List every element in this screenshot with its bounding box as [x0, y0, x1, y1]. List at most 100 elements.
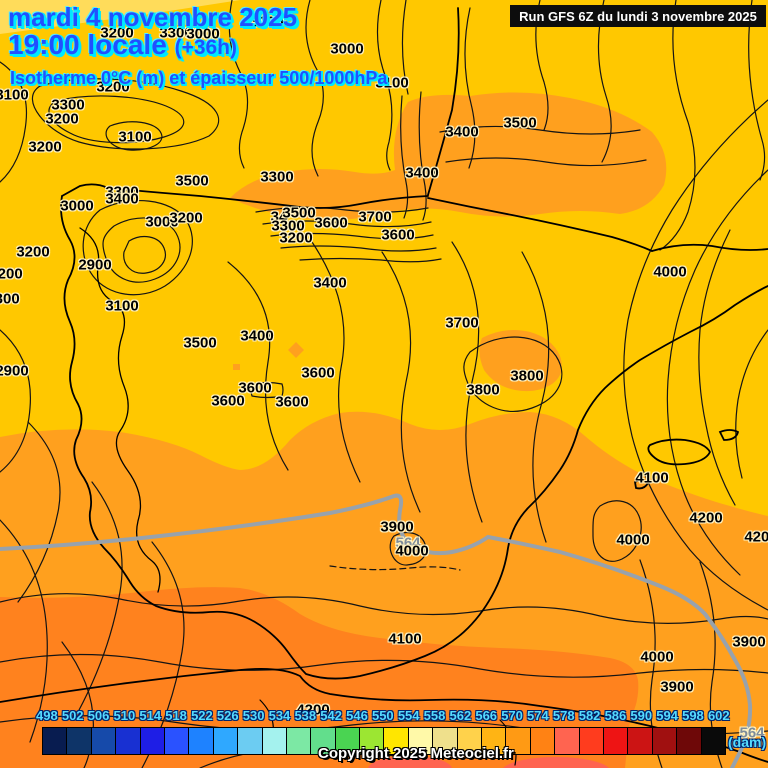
- fill-salmon-blob-2: [502, 757, 610, 768]
- isotherm-contour-label: 3700: [358, 208, 392, 226]
- isotherm-contour-label: 3200: [279, 229, 313, 247]
- scale-tick-value: 550: [371, 708, 394, 723]
- isotherm-contour-label: 4000: [640, 648, 674, 666]
- isotherm-contour-label: 3600: [275, 393, 309, 411]
- isotherm-contour-label: 3000: [145, 213, 179, 231]
- scale-swatch: [91, 728, 117, 754]
- scale-tick-value: 510: [113, 708, 136, 723]
- isotherm-contour-label: 3600: [238, 379, 272, 397]
- scale-swatch: [140, 728, 165, 754]
- scale-tick-value: 506: [87, 708, 110, 723]
- scale-tick-value: 530: [242, 708, 265, 723]
- isotherm-contour-label: 3600: [314, 214, 348, 232]
- isotherm-contour-label: 3900: [732, 633, 766, 651]
- iberia-north-coast: [61, 183, 429, 209]
- pyrenees-border: [427, 197, 653, 252]
- gray-564-thickness-line: [0, 493, 753, 768]
- isotherm-contour-label: 3100: [0, 86, 29, 104]
- scale-value-row: 498 502 506 510 514 518 522 526 530 534 538 542 546 5…: [36, 708, 730, 723]
- isotherm-contour-label: 3500: [183, 334, 217, 352]
- scale-tick-value: 526: [216, 708, 239, 723]
- scale-tick-value: 598: [682, 708, 704, 723]
- scale-swatch: [384, 728, 409, 754]
- menorca-island: [718, 429, 740, 441]
- scale-swatch: [701, 728, 725, 754]
- run-info-box: Run GFS 6Z du lundi 3 novembre 2025: [510, 5, 766, 27]
- scale-swatch: [555, 728, 580, 754]
- isotherm-contour-label: 3300: [159, 24, 193, 42]
- scale-tick-value: 594: [656, 708, 678, 723]
- isotherm-contour-label: 3900: [660, 678, 694, 696]
- scale-swatch: [213, 728, 239, 754]
- thickness-contour-label: 564: [395, 534, 421, 552]
- isotherm-contour-label: 3400: [445, 123, 479, 141]
- isotherm-contour-label: 3100: [375, 74, 409, 92]
- isotherm-contour-label: 3100: [250, 13, 284, 31]
- title-block: mardi 4 novembre 2025 19:00 locale (+36h…: [8, 4, 297, 59]
- scale-tick-value: 534: [268, 708, 291, 723]
- isotherm-contour-label: 3400: [240, 327, 274, 345]
- scale-swatch: [262, 728, 287, 754]
- isotherm-contour-label: 3200: [169, 209, 203, 227]
- scale-swatch: [335, 728, 361, 754]
- isotherm-contour-label: 3600: [381, 226, 415, 244]
- isotherm-contour-label: 3700: [445, 314, 479, 332]
- scale-swatch: [579, 728, 604, 754]
- portugal-spain-border: [79, 227, 161, 593]
- scale-swatch: [530, 728, 556, 754]
- scale-tick-value: 602: [707, 708, 730, 723]
- scale-tick-value: 554: [397, 708, 420, 723]
- scale-tick-value: 586: [604, 708, 627, 723]
- forecast-date: mardi 4 novembre 2025: [8, 2, 298, 32]
- isotherm-contour-label: 4000: [616, 531, 650, 549]
- scale-tick-value: 514: [139, 708, 162, 723]
- scale-swatch: [628, 728, 653, 754]
- scale-tick-value: 522: [191, 708, 213, 723]
- isotherm-contour-label: 4100: [635, 469, 669, 487]
- scale-tick-value: 574: [527, 708, 549, 723]
- isotherm-contour-label: 4200: [296, 701, 330, 719]
- isotherm-contour-label: 4200: [689, 509, 723, 527]
- scale-swatch: [433, 728, 458, 754]
- thickness-contour-label: 564: [739, 724, 765, 742]
- isotherm-contour-label: 3400: [405, 164, 439, 182]
- scale-tick-value: 558: [423, 708, 446, 723]
- scale-swatch: [457, 728, 483, 754]
- isotherm-contour-label: 3200: [45, 110, 79, 128]
- france-atlantic-coast: [427, 7, 460, 196]
- mallorca-island: [647, 438, 712, 466]
- scale-swatch: [43, 728, 68, 754]
- scale-swatch: [238, 728, 263, 754]
- isotherm-contour-label: 3200: [100, 24, 134, 42]
- isotherm-contour-label: 3300: [0, 290, 20, 308]
- isotherm-contour-label: 3200: [28, 138, 62, 156]
- scale-swatch: [652, 728, 678, 754]
- isotherm-contour-label: 2900: [78, 256, 112, 274]
- scale-swatch: [286, 728, 312, 754]
- scale-tick-value: 546: [346, 708, 368, 723]
- isotherm-contour-label: 3300: [105, 183, 139, 201]
- isotherm-contour-label: 3800: [466, 381, 500, 399]
- isotherm-contour-label: 3300: [260, 168, 294, 186]
- scale-tick-value: 538: [294, 708, 317, 723]
- scale-swatch: [164, 728, 190, 754]
- isotherm-contour-label: 4000: [395, 542, 429, 560]
- forecast-time-text: 19:00 locale: [8, 28, 167, 60]
- forecast-offset: (+36h): [174, 35, 237, 59]
- scale-swatch: [408, 728, 434, 754]
- scale-swatch: [311, 728, 336, 754]
- scale-swatch: [506, 728, 531, 754]
- france-med-coast: [651, 243, 768, 252]
- iberia-west-south-east-coast: [60, 195, 768, 680]
- scale-swatch-bar: [42, 727, 726, 755]
- isotherm-contour-label: 3200: [96, 78, 130, 96]
- scale-swatch: [116, 728, 141, 754]
- scale-swatch: [482, 728, 507, 754]
- scale-tick-value: 498: [36, 708, 58, 723]
- isotherm-contour-label: 3100: [105, 297, 139, 315]
- fill-pale-yellow-corner: [0, 0, 240, 34]
- isotherm-contour-label: 3400: [105, 190, 139, 208]
- scale-swatch: [189, 728, 214, 754]
